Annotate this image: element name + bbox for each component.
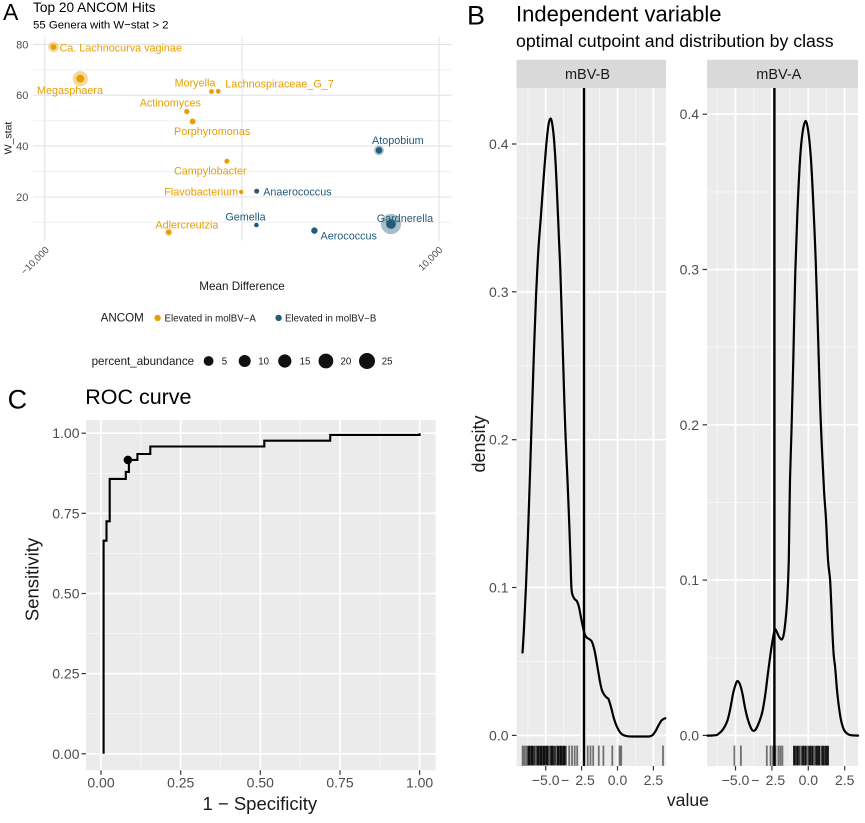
svg-text:mBV-A: mBV-A <box>756 67 801 83</box>
svg-text:Flavobacterium: Flavobacterium <box>164 186 238 198</box>
svg-text:0.00: 0.00 <box>87 775 114 791</box>
svg-text:10: 10 <box>258 357 269 368</box>
svg-text:Anaerococcus: Anaerococcus <box>263 187 332 199</box>
svg-text:Gardnerella: Gardnerella <box>377 213 433 225</box>
svg-text:ROC curve: ROC curve <box>85 385 191 409</box>
svg-text:Atopobium: Atopobium <box>372 135 424 147</box>
svg-text:0.50: 0.50 <box>247 775 274 791</box>
svg-text:Lachnospiraceae_G_7: Lachnospiraceae_G_7 <box>225 79 334 91</box>
svg-text:optimal cutpoint and distribut: optimal cutpoint and distribution by cla… <box>516 31 834 51</box>
svg-text:0.25: 0.25 <box>52 666 79 682</box>
svg-text:density: density <box>469 415 489 472</box>
svg-text:15: 15 <box>300 357 311 368</box>
svg-text:W_stat: W_stat <box>3 122 15 155</box>
svg-text:Elevated in molBV−A: Elevated in molBV−A <box>165 313 257 324</box>
svg-text:Ca. Lachnocurva vaginae: Ca. Lachnocurva vaginae <box>60 43 182 55</box>
svg-text:0.0: 0.0 <box>799 772 819 788</box>
svg-text:percent_abundance: percent_abundance <box>92 355 195 368</box>
svg-text:Sensitivity: Sensitivity <box>22 537 43 621</box>
svg-text:B: B <box>467 0 485 30</box>
svg-text:0.4: 0.4 <box>489 136 509 152</box>
svg-text:−5.0: −5.0 <box>722 772 750 788</box>
svg-text:Actinomyces: Actinomyces <box>140 97 202 109</box>
svg-text:2.5: 2.5 <box>835 772 855 788</box>
svg-text:0.1: 0.1 <box>489 580 509 596</box>
svg-text:mBV-B: mBV-B <box>565 67 610 83</box>
svg-text:Megasphaera: Megasphaera <box>37 85 103 97</box>
svg-text:0.2: 0.2 <box>489 432 509 448</box>
svg-text:0.4: 0.4 <box>680 106 700 122</box>
svg-text:−: − <box>751 772 759 788</box>
svg-text:2.5: 2.5 <box>575 772 595 788</box>
svg-text:−5.0: −5.0 <box>532 772 560 788</box>
svg-text:Elevated in molBV−B: Elevated in molBV−B <box>285 313 376 324</box>
svg-text:C: C <box>8 385 28 415</box>
svg-text:5: 5 <box>222 357 227 368</box>
svg-text:20: 20 <box>341 357 352 368</box>
svg-text:0.50: 0.50 <box>52 586 79 602</box>
svg-text:Mean Difference: Mean Difference <box>199 280 285 293</box>
svg-text:Gemella: Gemella <box>225 212 265 224</box>
svg-text:Campylobacter: Campylobacter <box>174 166 247 178</box>
svg-text:0.25: 0.25 <box>167 775 194 791</box>
svg-text:0.0: 0.0 <box>680 727 700 743</box>
svg-text:ANCOM: ANCOM <box>101 312 144 325</box>
svg-text:40: 40 <box>16 141 28 153</box>
svg-text:Aerococcus: Aerococcus <box>321 230 378 242</box>
svg-text:0.1: 0.1 <box>680 572 700 588</box>
svg-text:80: 80 <box>16 39 28 51</box>
svg-text:1.00: 1.00 <box>406 775 433 791</box>
svg-text:0.00: 0.00 <box>52 746 79 762</box>
svg-text:1 − Specificity: 1 − Specificity <box>202 793 317 814</box>
svg-text:0.3: 0.3 <box>680 262 700 278</box>
svg-text:Moryella: Moryella <box>175 77 216 89</box>
svg-text:Top 20 ANCOM Hits: Top 20 ANCOM Hits <box>33 0 156 15</box>
svg-text:1.00: 1.00 <box>52 425 79 441</box>
svg-text:−: − <box>561 772 569 788</box>
svg-text:Porphyromonas: Porphyromonas <box>174 126 251 138</box>
svg-text:25: 25 <box>382 357 393 368</box>
svg-text:60: 60 <box>16 90 28 102</box>
svg-text:0.3: 0.3 <box>489 284 509 300</box>
svg-text:value: value <box>667 790 709 810</box>
svg-text:Independent variable: Independent variable <box>516 2 722 27</box>
svg-text:0.0: 0.0 <box>608 772 628 788</box>
svg-text:0.2: 0.2 <box>680 417 700 433</box>
svg-text:0.75: 0.75 <box>326 775 353 791</box>
svg-text:A: A <box>3 0 19 25</box>
svg-text:0.0: 0.0 <box>489 727 509 743</box>
svg-text:20: 20 <box>16 192 28 204</box>
svg-text:2.5: 2.5 <box>766 772 786 788</box>
svg-text:Adlercreutzia: Adlercreutzia <box>155 219 218 231</box>
svg-text:2.5: 2.5 <box>644 772 664 788</box>
svg-text:0.75: 0.75 <box>52 505 79 521</box>
svg-text:55 Genera with W−stat > 2: 55 Genera with W−stat > 2 <box>33 19 169 31</box>
